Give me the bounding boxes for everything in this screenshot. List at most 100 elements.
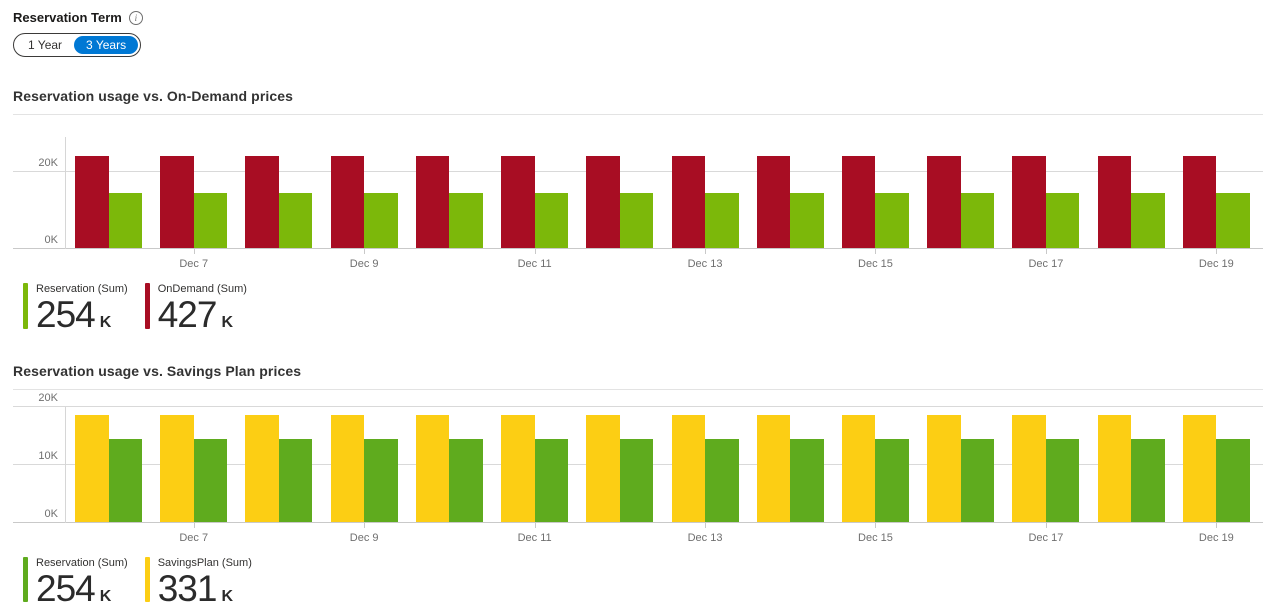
- bar-savingsplan[interactable]: [841, 415, 876, 522]
- bar-reservation[interactable]: [619, 439, 654, 522]
- bar-reservation[interactable]: [449, 439, 483, 522]
- bar-reservation[interactable]: [534, 439, 569, 522]
- bar-savingsplan[interactable]: [75, 415, 109, 522]
- bar-reservation[interactable]: [108, 439, 142, 522]
- bar-ondemand[interactable]: [1097, 156, 1132, 248]
- bar-group-dec-16[interactable]: [927, 156, 995, 248]
- bar-savingsplan[interactable]: [756, 415, 791, 522]
- bar-ondemand[interactable]: [756, 156, 791, 248]
- bar-reservation[interactable]: [1131, 193, 1165, 248]
- bar-savingsplan[interactable]: [415, 415, 450, 522]
- bar-group-dec-11[interactable]: [501, 156, 569, 248]
- bar-reservation[interactable]: [278, 193, 313, 248]
- bar-group-dec-9[interactable]: [330, 415, 398, 522]
- bar-reservation[interactable]: [1216, 193, 1250, 248]
- bar-reservation[interactable]: [1131, 439, 1165, 522]
- bar-reservation[interactable]: [875, 193, 909, 248]
- gridline-20k: [13, 405, 1263, 407]
- bar-savingsplan[interactable]: [245, 415, 279, 522]
- bar-group-dec-8[interactable]: [245, 156, 313, 248]
- legend-item-savingsplan[interactable]: SavingsPlan (Sum) 331 K: [144, 555, 252, 606]
- bar-savingsplan[interactable]: [1012, 415, 1046, 522]
- bar-group-dec-19[interactable]: [1182, 415, 1250, 522]
- bar-savingsplan[interactable]: [330, 415, 365, 522]
- bar-ondemand[interactable]: [501, 156, 535, 248]
- bar-group-dec-12[interactable]: [586, 156, 654, 248]
- bar-group-dec-13[interactable]: [671, 415, 739, 522]
- x-slot: [1098, 523, 1165, 550]
- bar-savingsplan[interactable]: [1097, 415, 1132, 522]
- bar-group-dec-10[interactable]: [415, 156, 483, 248]
- bar-reservation[interactable]: [193, 439, 228, 522]
- bar-group-dec-18[interactable]: [1097, 156, 1165, 248]
- bar-reservation[interactable]: [790, 439, 824, 522]
- bar-reservation[interactable]: [1045, 193, 1080, 248]
- bar-group-dec-12[interactable]: [586, 415, 654, 522]
- bar-ondemand[interactable]: [1012, 156, 1046, 248]
- bar-savingsplan[interactable]: [671, 415, 706, 522]
- x-slot: [416, 523, 483, 550]
- legend-item-reservation[interactable]: Reservation (Sum) 254 K: [23, 281, 128, 334]
- bar-savingsplan[interactable]: [586, 415, 620, 522]
- bar-group-dec-17[interactable]: [1012, 156, 1080, 248]
- bar-reservation[interactable]: [1216, 439, 1250, 522]
- bar-reservation[interactable]: [619, 193, 654, 248]
- bars-row: [75, 156, 1250, 248]
- bar-reservation[interactable]: [108, 193, 142, 248]
- bar-group-dec-18[interactable]: [1097, 415, 1165, 522]
- legend-item-reservation[interactable]: Reservation (Sum) 254 K: [23, 555, 128, 606]
- bar-ondemand[interactable]: [586, 156, 620, 248]
- bar-group-dec-16[interactable]: [927, 415, 995, 522]
- bar-savingsplan[interactable]: [160, 415, 194, 522]
- legend-value: 427: [157, 294, 218, 335]
- legend-item-ondemand[interactable]: OnDemand (Sum) 427 K: [144, 281, 248, 335]
- legend-marker: [144, 556, 150, 603]
- bar-reservation[interactable]: [1045, 439, 1080, 522]
- bar-reservation[interactable]: [278, 439, 313, 522]
- bar-reservation[interactable]: [960, 193, 995, 248]
- bar-ondemand[interactable]: [245, 156, 279, 248]
- bar-group-dec-14[interactable]: [756, 415, 824, 522]
- bar-group-dec-15[interactable]: [841, 415, 909, 522]
- bar-group-dec-9[interactable]: [330, 156, 398, 248]
- bar-ondemand[interactable]: [415, 156, 450, 248]
- bar-reservation[interactable]: [449, 193, 483, 248]
- bar-ondemand[interactable]: [75, 156, 109, 248]
- bar-reservation[interactable]: [364, 439, 398, 522]
- bar-ondemand[interactable]: [841, 156, 876, 248]
- bar-ondemand[interactable]: [927, 156, 961, 248]
- bar-group-dec-7[interactable]: [160, 415, 228, 522]
- bar-group-dec-15[interactable]: [841, 156, 909, 248]
- x-slot: [757, 523, 824, 550]
- bar-group-dec-19[interactable]: [1182, 156, 1250, 248]
- info-icon[interactable]: i: [128, 10, 143, 25]
- bar-group-dec-6[interactable]: [75, 415, 142, 522]
- bar-reservation[interactable]: [364, 193, 398, 248]
- bar-group-dec-7[interactable]: [160, 156, 228, 248]
- x-tick-label: Dec 13: [687, 258, 723, 270]
- bar-group-dec-8[interactable]: [245, 415, 313, 522]
- bar-group-dec-6[interactable]: [75, 156, 142, 248]
- bar-reservation[interactable]: [875, 439, 909, 522]
- bar-group-dec-17[interactable]: [1012, 415, 1080, 522]
- bar-savingsplan[interactable]: [501, 415, 535, 522]
- bar-reservation[interactable]: [960, 439, 995, 522]
- bar-reservation[interactable]: [193, 193, 228, 248]
- bar-reservation[interactable]: [534, 193, 569, 248]
- bar-ondemand[interactable]: [671, 156, 706, 248]
- toggle-option-1-year[interactable]: 1 Year: [28, 38, 63, 52]
- bar-group-dec-10[interactable]: [415, 415, 483, 522]
- bar-group-dec-14[interactable]: [756, 156, 824, 248]
- x-tick-mark: [705, 249, 707, 254]
- bar-group-dec-11[interactable]: [501, 415, 569, 522]
- bar-savingsplan[interactable]: [1182, 415, 1217, 522]
- bar-ondemand[interactable]: [1182, 156, 1217, 248]
- bar-reservation[interactable]: [705, 439, 739, 522]
- toggle-option-3-years[interactable]: 3 Years: [74, 36, 139, 54]
- bar-reservation[interactable]: [705, 193, 739, 248]
- bar-reservation[interactable]: [790, 193, 824, 248]
- bar-ondemand[interactable]: [330, 156, 365, 248]
- bar-ondemand[interactable]: [160, 156, 194, 248]
- bar-savingsplan[interactable]: [927, 415, 961, 522]
- bar-group-dec-13[interactable]: [671, 156, 739, 248]
